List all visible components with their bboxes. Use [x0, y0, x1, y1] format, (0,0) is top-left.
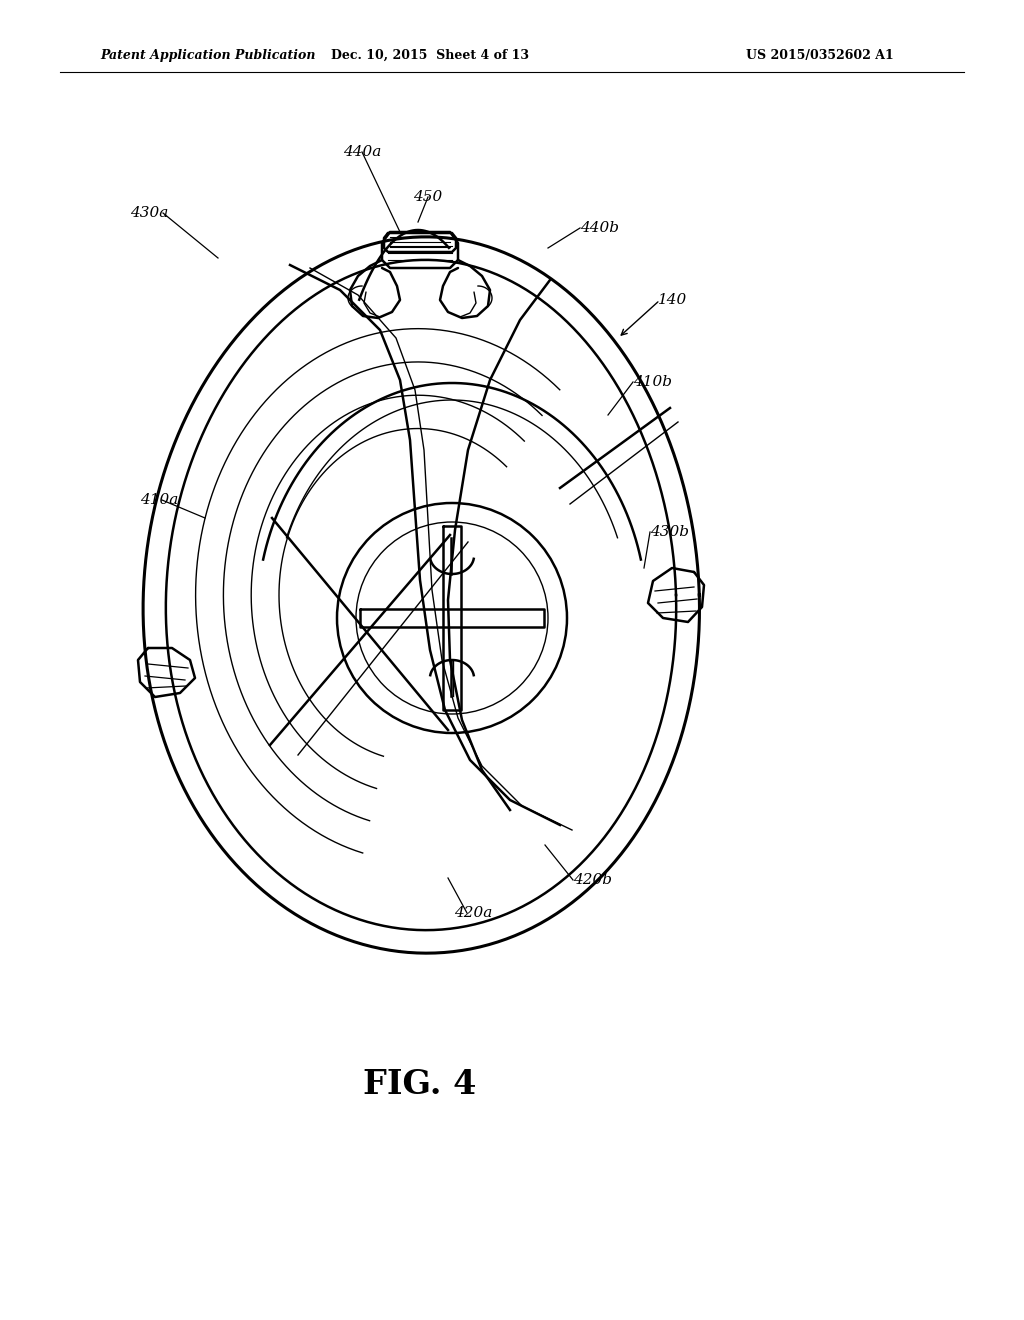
Text: 420a: 420a	[454, 906, 493, 920]
Text: 440b: 440b	[580, 220, 618, 235]
Text: US 2015/0352602 A1: US 2015/0352602 A1	[746, 49, 894, 62]
Text: Dec. 10, 2015  Sheet 4 of 13: Dec. 10, 2015 Sheet 4 of 13	[331, 49, 529, 62]
Text: 440a: 440a	[343, 145, 381, 158]
Text: 420b: 420b	[573, 873, 612, 887]
Text: 410a: 410a	[140, 492, 178, 507]
Text: 430a: 430a	[130, 206, 168, 220]
Text: Patent Application Publication: Patent Application Publication	[100, 49, 315, 62]
Text: 430b: 430b	[650, 525, 689, 539]
Text: 450: 450	[414, 190, 442, 205]
Text: FIG. 4: FIG. 4	[364, 1068, 477, 1101]
Text: 140: 140	[658, 293, 687, 308]
Text: 410b: 410b	[633, 375, 672, 389]
